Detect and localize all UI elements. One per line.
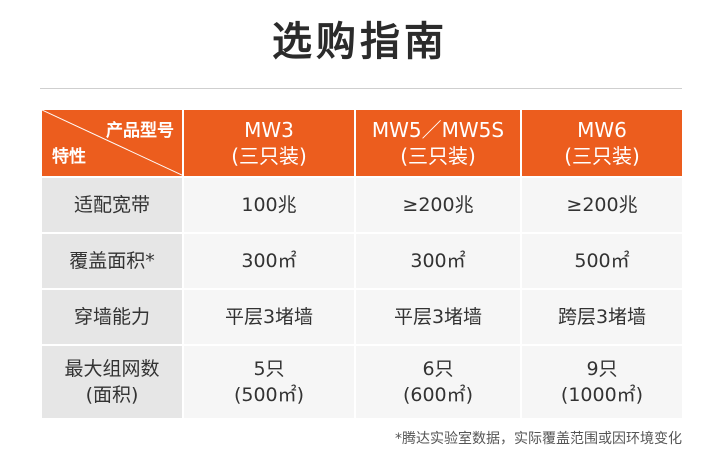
header-model-mw5: MW5／MW5S (三只装)	[354, 108, 522, 178]
table-header-row: 产品型号 特性 MW3 (三只装) MW5／MW5S (三只装) MW6 (三只…	[40, 108, 684, 178]
cell-line: 5只	[253, 358, 285, 380]
table-cell: 5只 (500㎡)	[182, 344, 356, 420]
table-cell: 跨层3堵墙	[520, 288, 684, 346]
diagonal-divider	[42, 110, 184, 176]
divider	[40, 88, 682, 89]
row-label: 最大组网数 (面积)	[40, 344, 184, 420]
table-row: 适配宽带 100兆 ≥200兆 ≥200兆	[40, 176, 684, 234]
table-cell: 300㎡	[182, 232, 356, 290]
table-cell: 平层3堵墙	[354, 288, 522, 346]
cell-line: 9只	[586, 358, 618, 380]
row-label: 穿墙能力	[40, 288, 184, 346]
table-row: 最大组网数 (面积) 5只 (500㎡) 6只 (600㎡) 9只 (1000㎡…	[40, 344, 684, 420]
model-name: MW5／MW5S	[371, 118, 505, 142]
table-cell: 300㎡	[354, 232, 522, 290]
cell-line: (600㎡)	[402, 384, 474, 406]
row-label-line: 最大组网数	[64, 358, 160, 380]
cell-line: (500㎡)	[233, 384, 305, 406]
row-label: 适配宽带	[40, 176, 184, 234]
header-model-label: 产品型号	[106, 121, 174, 141]
table-cell: 9只 (1000㎡)	[520, 344, 684, 420]
header-model-mw3: MW3 (三只装)	[182, 108, 356, 178]
cell-line: 6只	[422, 358, 454, 380]
header-corner-cell: 产品型号 特性	[40, 108, 184, 178]
table-cell: 6只 (600㎡)	[354, 344, 522, 420]
comparison-table: 产品型号 特性 MW3 (三只装) MW5／MW5S (三只装) MW6 (三只…	[40, 108, 684, 420]
table-cell: 100兆	[182, 176, 356, 234]
header-feature-label: 特性	[52, 147, 86, 167]
table-cell: 平层3堵墙	[182, 288, 356, 346]
model-pack: (三只装)	[564, 144, 640, 168]
cell-line: (1000㎡)	[560, 384, 644, 406]
table-row: 穿墙能力 平层3堵墙 平层3堵墙 跨层3堵墙	[40, 288, 684, 346]
table-cell: ≥200兆	[354, 176, 522, 234]
table-cell: ≥200兆	[520, 176, 684, 234]
model-name: MW3	[244, 118, 294, 142]
row-label: 覆盖面积*	[40, 232, 184, 290]
model-pack: (三只装)	[231, 144, 307, 168]
header-model-mw6: MW6 (三只装)	[520, 108, 684, 178]
row-label-line: (面积)	[85, 384, 139, 406]
page-title: 选购指南	[272, 19, 448, 65]
model-pack: (三只装)	[400, 144, 476, 168]
table-cell: 500㎡	[520, 232, 684, 290]
table-row: 覆盖面积* 300㎡ 300㎡ 500㎡	[40, 232, 684, 290]
footnote: *腾达实验室数据，实际覆盖范围或因环境变化	[395, 431, 682, 447]
model-name: MW6	[577, 118, 627, 142]
